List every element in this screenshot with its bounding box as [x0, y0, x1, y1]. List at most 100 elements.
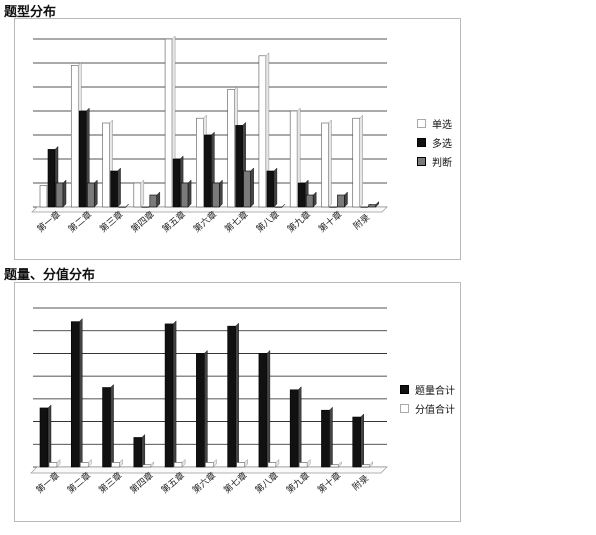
bar-side-0-9-2	[344, 191, 348, 208]
bar-side-0-9-0	[328, 119, 332, 208]
bar-0-2-0	[102, 122, 110, 208]
chart-score-distribution: 第一章 第二章 第三章 第四章 第五章 第六章 第七章 第八章 第九章 第十章 附录 题量合计分值合…	[14, 282, 461, 522]
bar-0-9-2	[337, 194, 345, 208]
bar-1-1-0	[70, 321, 80, 468]
chart-title-score-distribution: 题量、分值分布	[4, 268, 96, 283]
bar-side-1-8-1	[306, 458, 311, 468]
bar-side-0-5-2	[219, 179, 223, 208]
bar-side-0-2-2	[125, 203, 129, 208]
bar-1-5-1	[205, 462, 214, 468]
tick-label-0-10: 附录	[351, 211, 373, 232]
bar-side-1-5-1	[213, 458, 217, 468]
bar-side-1-9-0	[329, 406, 333, 468]
bar-1-6-1	[236, 462, 245, 468]
bar-0-0-0	[39, 185, 48, 208]
bar-side-1-7-1	[275, 458, 280, 468]
legend-swatch-0-2	[417, 157, 426, 166]
tick-label-1-3: 第四章	[127, 469, 155, 496]
tick-label-0-1: 第二章	[66, 208, 94, 235]
bar-side-1-3-0	[141, 433, 146, 468]
legend-label-1-1: 分值合计	[415, 405, 455, 416]
bar-side-1-7-0	[266, 349, 271, 468]
bar-1-3-0	[133, 437, 143, 468]
chart-type-distribution: 第一章 第二章 第三章 第四章 第五章 第六章 第七章 第八章 第九章 第十章 附录 单选 多选 判断	[14, 18, 461, 260]
bar-side-0-6-2	[250, 167, 254, 208]
bar-0-6-1	[235, 125, 243, 208]
legend-swatch-0-0	[417, 119, 426, 128]
chart-type-distribution-plot: 第一章 第二章 第三章 第四章 第五章 第六章 第七章 第八章 第九章 第十章 附录	[31, 35, 388, 235]
bar-side-1-1-0	[79, 318, 83, 468]
tick-label-0-4: 第五章	[160, 208, 188, 235]
legend-label-1-0: 题量合计	[415, 386, 455, 397]
bar-1-5-0	[196, 353, 205, 468]
tick-label-1-5: 第六章	[190, 469, 218, 496]
tick-label-1-2: 第三章	[96, 469, 124, 496]
bar-side-1-4-1	[181, 458, 186, 468]
legend-item-1-0: 题量合计	[400, 380, 455, 399]
bar-0-0-2	[55, 182, 64, 208]
bar-side-1-6-1	[244, 458, 248, 468]
bar-0-10-0	[352, 117, 361, 208]
bar-1-10-0	[352, 416, 362, 468]
bar-side-1-10-1	[369, 461, 373, 468]
bar-0-4-1	[172, 158, 181, 208]
bar-side-1-1-1	[88, 458, 92, 468]
bar-side-0-1-2	[94, 179, 98, 208]
bar-0-2-1	[110, 170, 118, 208]
bar-1-9-1	[330, 464, 339, 468]
bar-side-1-9-1	[338, 461, 342, 468]
bar-0-1-0	[70, 65, 79, 208]
bar-0-1-1	[78, 110, 87, 208]
bar-0-6-0	[227, 89, 235, 208]
bar-side-0-8-2	[312, 191, 317, 208]
bar-1-7-1	[267, 462, 277, 468]
tick-label-1-7: 第八章	[252, 469, 280, 496]
bar-side-1-2-1	[119, 458, 123, 468]
bar-1-2-0	[102, 387, 111, 468]
legend-label-0-0: 单选	[432, 120, 452, 131]
bar-1-6-0	[227, 325, 236, 468]
bar-1-8-1	[298, 462, 308, 468]
bar-side-0-7-1	[273, 167, 278, 208]
bar-0-5-1	[204, 134, 212, 208]
legend-item-0-0: 单选	[417, 114, 452, 133]
bar-1-9-0	[321, 409, 330, 468]
bar-side-0-3-0	[140, 179, 145, 208]
bar-side-1-2-0	[110, 384, 114, 468]
bar-0-1-2	[86, 182, 95, 208]
legend-swatch-0-1	[417, 138, 426, 147]
legend-item-1-1: 分值合计	[400, 399, 455, 418]
bar-1-1-1	[79, 462, 89, 468]
legend-swatch-1-1	[400, 404, 409, 413]
legend-label-0-2: 判断	[432, 158, 452, 169]
bar-side-1-8-0	[297, 386, 302, 468]
tick-label-1-10: 附录	[350, 472, 372, 493]
bar-0-3-2	[149, 194, 158, 208]
tick-label-0-9: 第十章	[316, 208, 344, 235]
legend-type-distribution: 单选 多选 判断	[417, 114, 452, 171]
bar-0-7-1	[266, 170, 275, 208]
bar-side-1-3-1	[150, 461, 155, 468]
tick-label-1-1: 第二章	[65, 469, 93, 496]
bar-0-9-0	[321, 122, 329, 208]
bar-side-1-6-0	[235, 322, 239, 468]
bar-side-1-4-0	[172, 320, 177, 468]
bar-0-5-0	[196, 117, 204, 208]
bar-0-8-1	[297, 182, 306, 208]
chart-score-distribution-plot: 第一章 第二章 第三章 第四章 第五章 第六章 第七章 第八章 第九章 第十章 附录	[30, 307, 388, 496]
bar-1-0-1	[48, 462, 58, 468]
tick-label-1-6: 第七章	[221, 469, 249, 496]
bar-1-0-0	[39, 407, 49, 468]
tick-label-1-9: 第十章	[315, 469, 343, 496]
tick-label-1-8: 第九章	[284, 469, 312, 496]
chart-title-type-distribution: 题型分布	[4, 5, 57, 20]
bar-0-6-2	[243, 170, 251, 208]
bar-0-8-0	[289, 110, 298, 208]
tick-label-1-0: 第一章	[34, 469, 62, 496]
bar-side-0-10-2	[375, 201, 379, 208]
bar-0-4-2	[180, 182, 189, 208]
bar-side-0-0-2	[62, 179, 67, 208]
legend-swatch-1-0	[400, 385, 409, 394]
bar-0-10-2	[368, 204, 377, 208]
tick-label-0-7: 第八章	[253, 208, 281, 235]
